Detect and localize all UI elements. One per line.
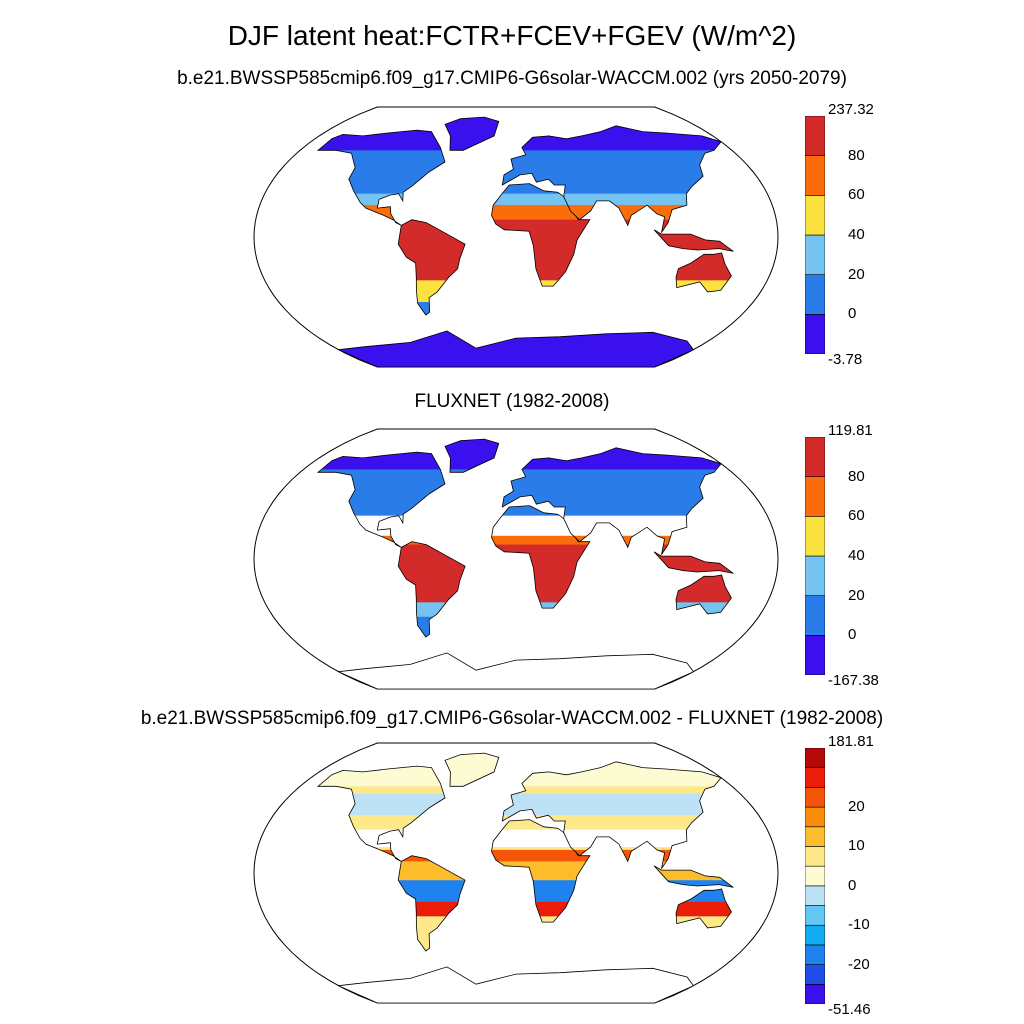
colorbar-swatch xyxy=(805,274,825,315)
colorbar-swatch xyxy=(805,314,825,354)
panel-1-map xyxy=(253,106,779,368)
colorbar-tick-label: 181.81 xyxy=(828,733,874,750)
colorbar-tick-label: 0 xyxy=(848,876,857,894)
colorbar-swatch xyxy=(805,555,825,596)
colorbar-tick-label: 40 xyxy=(848,547,865,564)
colorbar-tick-label: 20 xyxy=(848,798,865,816)
colorbar-swatch xyxy=(805,155,825,196)
colorbar-tick-label: 80 xyxy=(848,146,865,164)
colorbar-tick-label: -167.38 xyxy=(828,672,879,689)
colorbar-swatch xyxy=(805,595,825,636)
colorbar-swatch xyxy=(805,944,825,965)
panel-2-map xyxy=(253,428,779,690)
colorbar-tick-label: 60 xyxy=(848,507,865,525)
colorbar-swatch xyxy=(805,234,825,275)
colorbar-swatch xyxy=(805,437,825,477)
colorbar-swatch xyxy=(805,905,825,926)
colorbar-tick-label: -51.46 xyxy=(828,1001,871,1018)
colorbar-tick-label: 40 xyxy=(848,226,865,243)
colorbar-swatch xyxy=(805,806,825,828)
colorbar-swatch xyxy=(805,924,825,946)
colorbar-tick-label: 237.32 xyxy=(828,101,874,118)
colorbar-tick-label: -20 xyxy=(848,955,870,973)
colorbar-tick-label: -10 xyxy=(848,916,870,934)
panel-3-map xyxy=(253,742,779,1004)
colorbar-swatch xyxy=(805,787,825,808)
colorbar-tick-label: 119.81 xyxy=(828,422,873,439)
colorbar-swatch xyxy=(805,116,825,156)
colorbar-swatch xyxy=(805,767,825,788)
panel-1-colorbar xyxy=(805,116,825,354)
colorbar-swatch xyxy=(805,195,825,236)
colorbar-swatch xyxy=(805,846,825,867)
colorbar-tick-label: 20 xyxy=(848,586,865,604)
colorbar-swatch xyxy=(805,516,825,557)
figure-title: DJF latent heat:FCTR+FCEV+FGEV (W/m^2) xyxy=(227,20,797,51)
panel-3-title: b.e21.BWSSP585cmip6.f09_g17.CMIP6-G6sola… xyxy=(140,708,884,729)
panel-2-colorbar xyxy=(805,437,825,675)
colorbar-swatch xyxy=(805,748,825,768)
colorbar-swatch xyxy=(805,964,825,985)
colorbar-tick-label: -3.78 xyxy=(828,351,863,368)
colorbar-tick-label: 10 xyxy=(848,837,865,855)
panel-3-colorbar xyxy=(805,748,825,1004)
colorbar-swatch xyxy=(805,885,825,906)
colorbar-swatch xyxy=(805,826,825,847)
panel-2-title: FLUXNET (1982-2008) xyxy=(414,391,610,412)
colorbar-tick-label: 0 xyxy=(848,626,857,644)
colorbar-tick-label: 60 xyxy=(848,186,865,204)
colorbar-swatch xyxy=(805,865,825,887)
colorbar-swatch xyxy=(805,476,825,517)
colorbar-swatch xyxy=(805,635,825,675)
panel-1-title: b.e21.BWSSP585cmip6.f09_g17.CMIP6-G6sola… xyxy=(177,68,847,89)
colorbar-tick-label: 20 xyxy=(848,265,865,283)
colorbar-tick-label: 80 xyxy=(848,467,865,485)
colorbar-swatch xyxy=(805,984,825,1004)
colorbar-tick-label: 0 xyxy=(848,305,857,323)
